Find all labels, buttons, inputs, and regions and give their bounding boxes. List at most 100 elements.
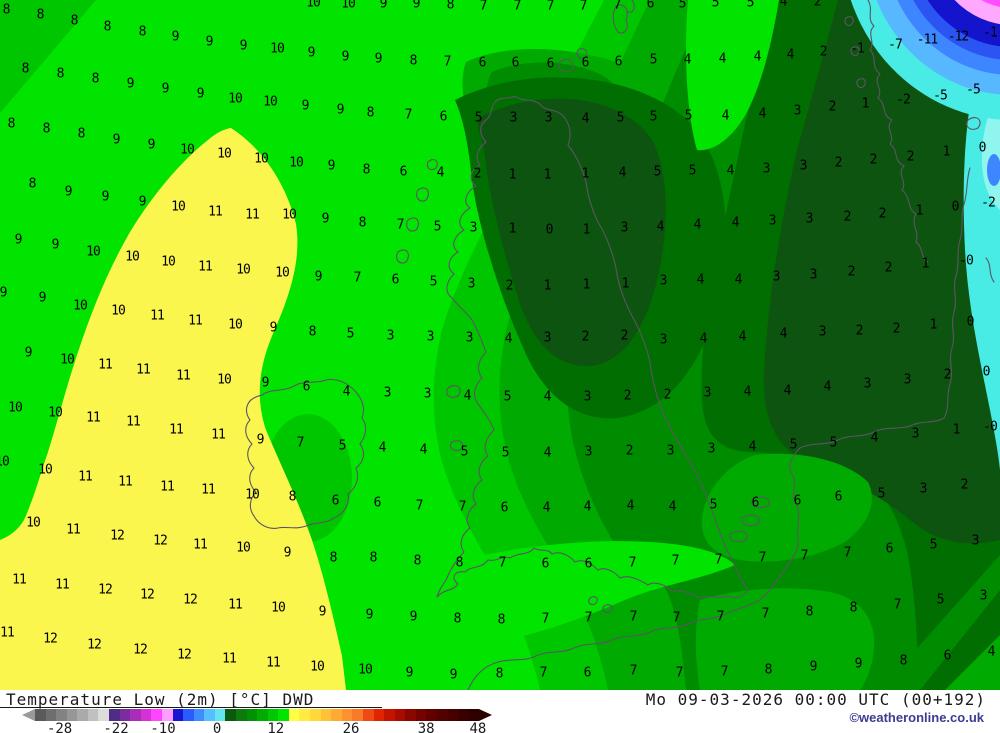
cold-band-pale-pink <box>954 0 1000 25</box>
temperature-value: 6 <box>332 494 339 509</box>
temperature-value: 10 <box>228 92 242 107</box>
temperature-value: 2 <box>506 279 513 294</box>
temperature-value: 5 <box>830 436 837 451</box>
temperature-value: 11 <box>266 656 280 671</box>
colorbar-segment <box>183 709 194 721</box>
fill-netherlands-mild-patch <box>701 453 872 562</box>
temperature-value: 5 <box>650 110 657 125</box>
temperature-value: 9 <box>39 291 46 306</box>
legend-title-rule <box>0 707 382 708</box>
temperature-value: 3 <box>806 212 813 227</box>
colorbar-tick: -22 <box>103 721 129 733</box>
temperature-value: 1 <box>509 222 516 237</box>
temperature-value: 7 <box>630 664 637 679</box>
temperature-value: 9 <box>25 346 32 361</box>
temperature-value: 7 <box>630 610 637 625</box>
temperature-value: 1 <box>943 145 950 160</box>
temperature-value: 6 <box>647 0 654 12</box>
legend-bar: Temperature Low (2m) [°C] DWD Mo 09-03-2… <box>0 690 1000 733</box>
temperature-value: 5 <box>679 0 686 12</box>
temperature-value: 4 <box>543 501 551 516</box>
temperature-value: 3 <box>769 214 776 229</box>
temperature-value: 9 <box>410 610 417 625</box>
temperature-value: 12 <box>110 529 124 544</box>
temperature-value: 4 <box>464 389 472 404</box>
temperature-value: 9 <box>810 660 817 675</box>
temperature-value: 4 <box>739 330 747 345</box>
temperature-value: 9 <box>0 286 7 301</box>
temperature-value: 9 <box>148 138 155 153</box>
temperature-value: 8 <box>3 3 10 18</box>
colorbar-segment <box>246 709 258 721</box>
temperature-value: 7 <box>673 611 680 626</box>
temperature-value: 1 <box>922 257 929 272</box>
temperature-value: 9 <box>206 35 213 50</box>
temperature-value: 5 <box>617 111 624 126</box>
temperature-value: 10 <box>73 299 87 314</box>
temperature-value: 2 <box>893 322 900 337</box>
colorbar-segment <box>320 709 332 721</box>
colorbar-segment <box>214 709 226 721</box>
temperature-value: 9 <box>197 87 204 102</box>
temperature-value: 7 <box>721 665 728 680</box>
temperature-value: 11 <box>0 626 14 641</box>
temperature-value: 6 <box>512 56 519 71</box>
temperature-value: 12 <box>183 593 197 608</box>
temperature-value: 3 <box>585 445 592 460</box>
coastline-channel-islands <box>588 596 613 614</box>
temperature-value: 8 <box>37 8 44 23</box>
temperature-value: 11 <box>228 598 242 613</box>
temperature-value: 6 <box>479 56 486 71</box>
temperature-value: 3 <box>427 330 434 345</box>
temperature-value: 2 <box>664 388 671 403</box>
temperature-value: 5 <box>475 111 482 126</box>
temperature-value: 8 <box>498 613 505 628</box>
temperature-value: 8 <box>289 490 296 505</box>
temperature-value: 9 <box>262 376 269 391</box>
temperature-value: 7 <box>542 612 549 627</box>
temperature-value: 9 <box>406 666 413 681</box>
temperature-value: 8 <box>78 127 85 142</box>
temperature-value: 7 <box>514 0 521 14</box>
temperature-value: 10 <box>48 406 62 421</box>
temperature-value: 6 <box>835 490 842 505</box>
temperature-value: 7 <box>459 500 466 515</box>
temperature-value: 6 <box>944 649 951 664</box>
colorbar-segment <box>225 709 236 721</box>
temperature-value: 7 <box>676 666 683 681</box>
colorbar-left-arrow-icon <box>22 709 35 721</box>
temperature-value: 3 <box>510 111 517 126</box>
temperature-value: 7 <box>416 499 423 514</box>
coastlines <box>245 0 995 690</box>
temperature-value: 10 <box>180 143 194 158</box>
temperature-value: 7 <box>480 0 487 14</box>
temperature-value: 11 <box>208 205 222 220</box>
temperature-value: 8 <box>410 54 417 69</box>
temperature-value: 10 <box>8 401 22 416</box>
coastline-zeeland-islands <box>729 496 770 543</box>
colorbar-segment <box>130 709 141 721</box>
temperature-value: 2 <box>848 265 855 280</box>
temperature-value: 3 <box>904 373 911 388</box>
temperature-value: 4 <box>784 384 792 399</box>
colorbar-tick: -10 <box>150 721 176 733</box>
temperature-value: 8 <box>71 14 78 29</box>
temperature-value: 8 <box>456 556 463 571</box>
temperature-value: 3 <box>544 331 551 346</box>
temperature-value: 4 <box>544 390 552 405</box>
temperature-value: 4 <box>787 48 795 63</box>
temperature-value: 9 <box>302 99 309 114</box>
temperature-value: 5 <box>937 593 944 608</box>
temperature-value: 2 <box>814 0 821 10</box>
temperature-value: 2 <box>944 368 951 383</box>
colorbar-tick: 12 <box>267 721 285 733</box>
temperature-value: 10 <box>271 601 285 616</box>
colorbar-tick: 26 <box>342 721 360 733</box>
temperature-value: 7 <box>397 218 404 233</box>
temperature-value: 2 <box>907 150 914 165</box>
temperature-value: 7 <box>297 436 304 451</box>
temperature-value: 8 <box>8 117 15 132</box>
temperature-value: 11 <box>66 523 80 538</box>
colorbar-segment <box>299 709 311 721</box>
temperature-value: 2 <box>820 45 827 60</box>
